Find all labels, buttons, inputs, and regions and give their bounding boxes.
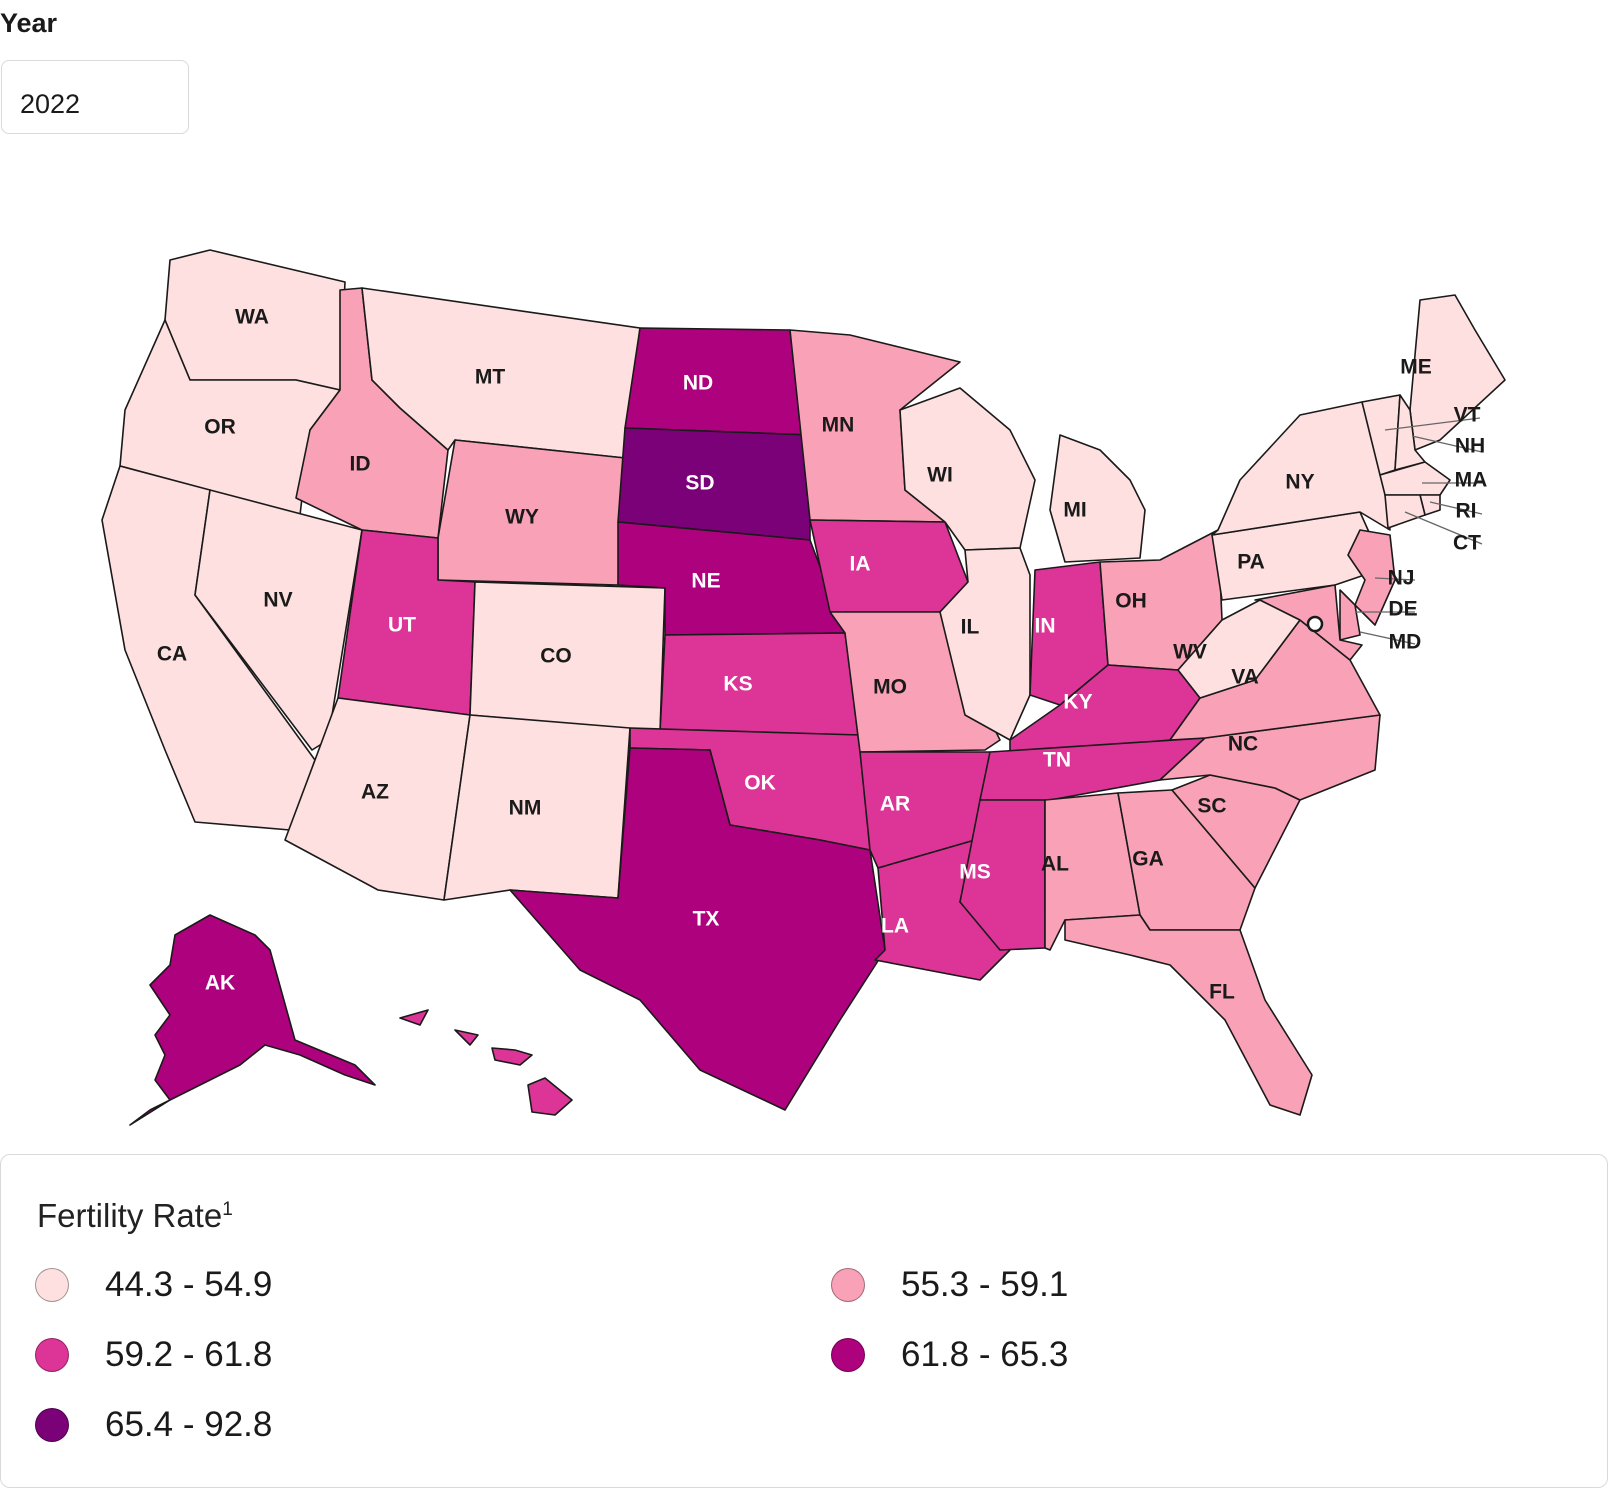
state-label-LA: LA xyxy=(881,915,909,938)
state-label-MT: MT xyxy=(475,366,505,389)
state-label-ND: ND xyxy=(683,372,713,395)
state-label-OK: OK xyxy=(744,772,776,795)
state-label-NH: NH xyxy=(1455,435,1485,458)
state-label-ME: ME xyxy=(1400,356,1432,379)
legend-item: 61.8 - 65.3 xyxy=(831,1335,1068,1375)
state-NH[interactable] xyxy=(1394,394,1426,471)
state-label-PA: PA xyxy=(1237,551,1265,574)
state-MI[interactable] xyxy=(1049,434,1146,563)
state-label-FL: FL xyxy=(1209,981,1235,1004)
legend-item: 44.3 - 54.9 xyxy=(35,1265,272,1305)
state-WY[interactable] xyxy=(437,439,626,586)
legend: Fertility Rate1 44.3 - 54.9 55.3 - 59.1 … xyxy=(0,1154,1608,1488)
state-label-GA: GA xyxy=(1132,848,1164,871)
state-label-UT: UT xyxy=(388,614,416,637)
state-ME[interactable] xyxy=(1409,294,1506,451)
state-label-RI: RI xyxy=(1456,500,1477,523)
state-label-SD: SD xyxy=(685,472,714,495)
state-AK[interactable] xyxy=(129,914,376,1126)
state-label-MN: MN xyxy=(822,414,855,437)
footnote-marker: 1 xyxy=(222,1199,233,1220)
state-label-NV: NV xyxy=(263,589,292,612)
legend-title: Fertility Rate1 xyxy=(37,1197,233,1234)
state-label-AR: AR xyxy=(880,793,910,816)
state-label-WY: WY xyxy=(505,506,539,529)
year-select[interactable]: 2022 xyxy=(1,60,189,134)
state-label-VA: VA xyxy=(1231,666,1259,689)
state-TN[interactable] xyxy=(979,737,1206,801)
state-label-OR: OR xyxy=(204,416,236,439)
state-DE[interactable] xyxy=(1339,589,1361,641)
state-label-CT: CT xyxy=(1453,532,1481,555)
state-label-AZ: AZ xyxy=(361,781,389,804)
legend-swatch xyxy=(35,1408,69,1442)
state-label-WA: WA xyxy=(235,306,269,329)
state-label-CA: CA xyxy=(157,643,187,666)
state-label-AL: AL xyxy=(1041,853,1069,876)
legend-label: 55.3 - 59.1 xyxy=(901,1265,1069,1304)
state-TX[interactable] xyxy=(509,747,886,1111)
state-label-MO: MO xyxy=(873,676,907,699)
state-CT[interactable] xyxy=(1384,494,1426,529)
state-label-KY: KY xyxy=(1063,691,1092,714)
state-label-WI: WI xyxy=(927,464,953,487)
state-IA[interactable] xyxy=(809,519,969,613)
state-label-MI: MI xyxy=(1063,499,1086,522)
year-select-value: 2022 xyxy=(20,89,81,119)
state-MA[interactable] xyxy=(1379,461,1451,496)
state-label-OH: OH xyxy=(1115,590,1147,613)
legend-label: 65.4 - 92.8 xyxy=(105,1405,273,1444)
legend-swatch xyxy=(831,1268,865,1302)
legend-swatch xyxy=(35,1268,69,1302)
state-label-DE: DE xyxy=(1388,598,1417,621)
legend-swatch xyxy=(35,1338,69,1372)
state-label-NE: NE xyxy=(691,570,720,593)
state-label-MS: MS xyxy=(959,861,991,884)
legend-swatch xyxy=(831,1338,865,1372)
state-label-WV: WV xyxy=(1173,641,1207,664)
state-label-NM: NM xyxy=(509,797,542,820)
state-label-IA: IA xyxy=(850,553,871,576)
state-label-TX: TX xyxy=(693,908,720,931)
state-FL[interactable] xyxy=(1064,914,1313,1116)
legend-label: 61.8 - 65.3 xyxy=(901,1335,1069,1374)
state-label-HI: HI xyxy=(482,1078,503,1101)
state-label-MA: MA xyxy=(1455,469,1488,492)
legend-item: 65.4 - 92.8 xyxy=(35,1405,272,1445)
state-NJ[interactable] xyxy=(1347,529,1396,626)
state-label-ID: ID xyxy=(350,453,371,476)
state-NY[interactable] xyxy=(1211,401,1391,536)
state-label-IL: IL xyxy=(961,616,980,639)
state-MS[interactable] xyxy=(959,799,1046,951)
state-HI[interactable] xyxy=(399,1009,573,1116)
state-label-SC: SC xyxy=(1197,795,1226,818)
state-KS[interactable] xyxy=(659,632,861,736)
state-label-NJ: NJ xyxy=(1388,567,1415,590)
state-label-IN: IN xyxy=(1035,615,1056,638)
state-label-TN: TN xyxy=(1043,749,1071,772)
state-label-AK: AK xyxy=(205,972,235,995)
state-label-NC: NC xyxy=(1228,733,1258,756)
legend-label: 59.2 - 61.8 xyxy=(105,1335,273,1374)
year-filter-label: Year xyxy=(0,8,58,38)
legend-label: 44.3 - 54.9 xyxy=(105,1265,273,1304)
state-label-KS: KS xyxy=(723,673,752,696)
us-states-map: WA OR CA NV ID MT WY UT AZ CO NM ND SD NE KS OK TX MN IA MO… xyxy=(101,249,1506,1126)
state-label-MD: MD xyxy=(1389,631,1422,654)
state-label-CO: CO xyxy=(540,645,572,668)
legend-item: 59.2 - 61.8 xyxy=(35,1335,272,1375)
state-ND[interactable] xyxy=(624,327,811,436)
state-label-NY: NY xyxy=(1285,471,1314,494)
legend-item: 55.3 - 59.1 xyxy=(831,1265,1068,1305)
state-label-VT: VT xyxy=(1454,404,1481,427)
